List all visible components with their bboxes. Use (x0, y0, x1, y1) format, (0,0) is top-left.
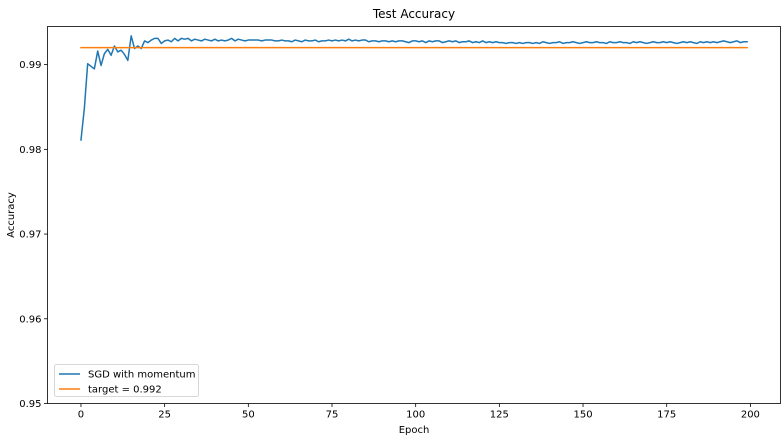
legend-box (54, 364, 199, 397)
y-tick-label: 0.99 (19, 60, 41, 71)
x-axis: 0 25 50 75 100 125 150 175 200 (78, 403, 760, 421)
x-axis-label: Epoch (399, 425, 430, 436)
x-tick-label: 75 (326, 410, 339, 421)
legend: SGD with momentum target = 0.992 (54, 364, 199, 397)
chart-title: Test Accuracy (372, 7, 455, 21)
legend-label-sgd: SGD with momentum (88, 370, 195, 381)
y-tick-label: 0.95 (19, 399, 41, 410)
y-tick-label: 0.98 (19, 145, 41, 156)
plot-frame (47, 26, 781, 404)
series-layer (80, 35, 748, 141)
x-tick-label: 50 (242, 410, 255, 421)
x-tick-label: 0 (78, 410, 84, 421)
legend-label-target: target = 0.992 (88, 385, 162, 396)
x-tick-label: 200 (741, 410, 760, 421)
x-tick-label: 150 (573, 410, 592, 421)
y-tick-label: 0.97 (19, 230, 41, 241)
y-axis-label: Accuracy (6, 192, 17, 238)
y-tick-label: 0.96 (19, 314, 41, 325)
series-line-sgd (80, 35, 748, 141)
x-tick-label: 100 (406, 410, 425, 421)
y-axis: 0.95 0.96 0.97 0.98 0.99 (19, 60, 48, 410)
x-tick-label: 175 (657, 410, 676, 421)
x-tick-label: 25 (158, 410, 171, 421)
x-tick-label: 125 (490, 410, 509, 421)
